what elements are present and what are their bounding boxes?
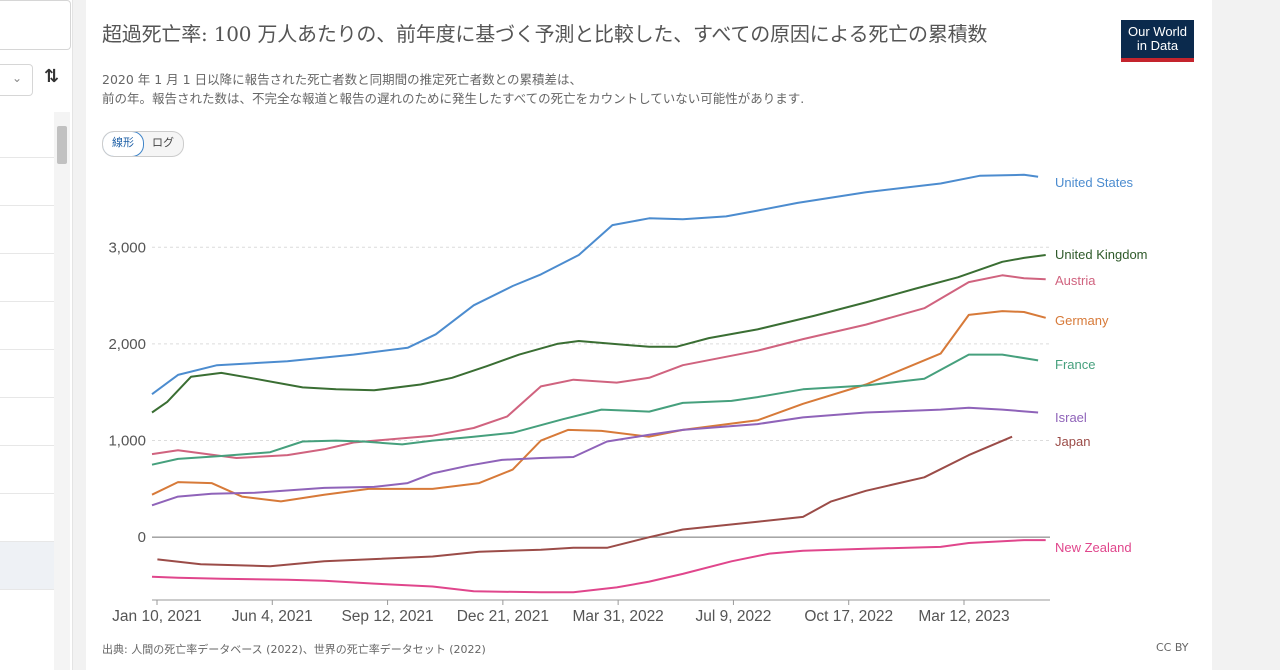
- list-item[interactable]: [0, 254, 54, 302]
- series-label: New Zealand: [1055, 540, 1132, 555]
- series-line-france: [151, 353, 1039, 466]
- owid-logo[interactable]: Our World in Data: [1121, 20, 1194, 62]
- list-item[interactable]: [0, 446, 54, 494]
- chart-title: 超過死亡率: 100 万人あたりの、前年度に基づく予測と比較した、すべての原因に…: [102, 22, 988, 46]
- subtitle-line-1: 2020 年 1 月 1 日以降に報告された死亡者数と同期間の推定死亡者数との累…: [102, 72, 582, 87]
- x-tick-label: Mar 31, 2022: [572, 608, 663, 625]
- list-item[interactable]: [0, 110, 54, 158]
- series-line-germany: [151, 310, 1046, 503]
- series-label: France: [1055, 357, 1095, 372]
- series-line-new-zealand: [151, 539, 1046, 594]
- license-link[interactable]: CC BY: [1156, 641, 1189, 654]
- x-tick-label: Jan 10, 2021: [112, 608, 202, 625]
- list-item[interactable]: [0, 206, 54, 254]
- line-chart: 0 1,000 2,000 3,000 Jan 10, 2021 Jun 4, 2021 S…: [108, 173, 1148, 625]
- series-label: United Kingdom: [1055, 247, 1148, 262]
- logo-line-2: in Data: [1136, 38, 1179, 53]
- sort-order-icon[interactable]: ⇅: [44, 66, 60, 87]
- y-tick-label: 2,000: [108, 336, 146, 353]
- x-tick-label: Mar 12, 2023: [918, 608, 1009, 625]
- list-item[interactable]: [0, 542, 54, 590]
- logo-line-1: Our World: [1128, 24, 1187, 39]
- series-line-united-kingdom: [151, 254, 1046, 414]
- y-tick-label: 1,000: [108, 433, 146, 450]
- scrollbar[interactable]: [54, 112, 70, 670]
- x-tick-label: Sep 12, 2021: [341, 608, 433, 625]
- x-tick-label: Dec 21, 2021: [457, 608, 549, 625]
- list-item[interactable]: [0, 302, 54, 350]
- country-list: [0, 110, 54, 670]
- left-panel: ⌄ ⇅: [0, 0, 73, 670]
- search-input[interactable]: [0, 0, 71, 50]
- x-tick-label: Oct 17, 2022: [804, 608, 893, 625]
- series-line-japan: [157, 435, 1013, 568]
- series-label: Germany: [1055, 313, 1109, 328]
- scrollbar-thumb[interactable]: [57, 126, 67, 164]
- x-tick-label: Jun 4, 2021: [232, 608, 313, 625]
- list-item[interactable]: [0, 494, 54, 542]
- linear-scale-button[interactable]: 線形: [103, 132, 144, 156]
- log-scale-button[interactable]: ログ: [152, 136, 174, 149]
- series-line-israel: [151, 406, 1039, 507]
- list-item[interactable]: [0, 398, 54, 446]
- series-label: Japan: [1055, 434, 1090, 449]
- y-tick-label: 3,000: [108, 239, 146, 256]
- subtitle-line-2: 前の年。報告された数は、不完全な報道と報告の遅れのために発生したすべての死亡をカ…: [102, 91, 805, 106]
- scale-toggle: 線形 ログ: [102, 131, 184, 157]
- y-tick-label: 0: [138, 529, 146, 546]
- series-label: Austria: [1055, 273, 1096, 288]
- list-item[interactable]: [0, 350, 54, 398]
- chart-subtitle: 2020 年 1 月 1 日以降に報告された死亡者数と同期間の推定死亡者数との累…: [102, 70, 1102, 108]
- series-label: Israel: [1055, 410, 1087, 425]
- chevron-down-icon[interactable]: ⌄: [12, 71, 23, 85]
- sort-select[interactable]: [0, 64, 33, 96]
- x-tick-label: Jul 9, 2022: [696, 608, 772, 625]
- series-label: United States: [1055, 175, 1134, 190]
- list-item[interactable]: [0, 158, 54, 206]
- chart-card: 超過死亡率: 100 万人あたりの、前年度に基づく予測と比較した、すべての原因に…: [86, 0, 1212, 670]
- series-line-united-states: [151, 173, 1039, 396]
- series-line-austria: [151, 274, 1046, 459]
- source-note: 出典: 人間の死亡率データベース (2022)、世界の死亡率データセット (20…: [102, 643, 486, 656]
